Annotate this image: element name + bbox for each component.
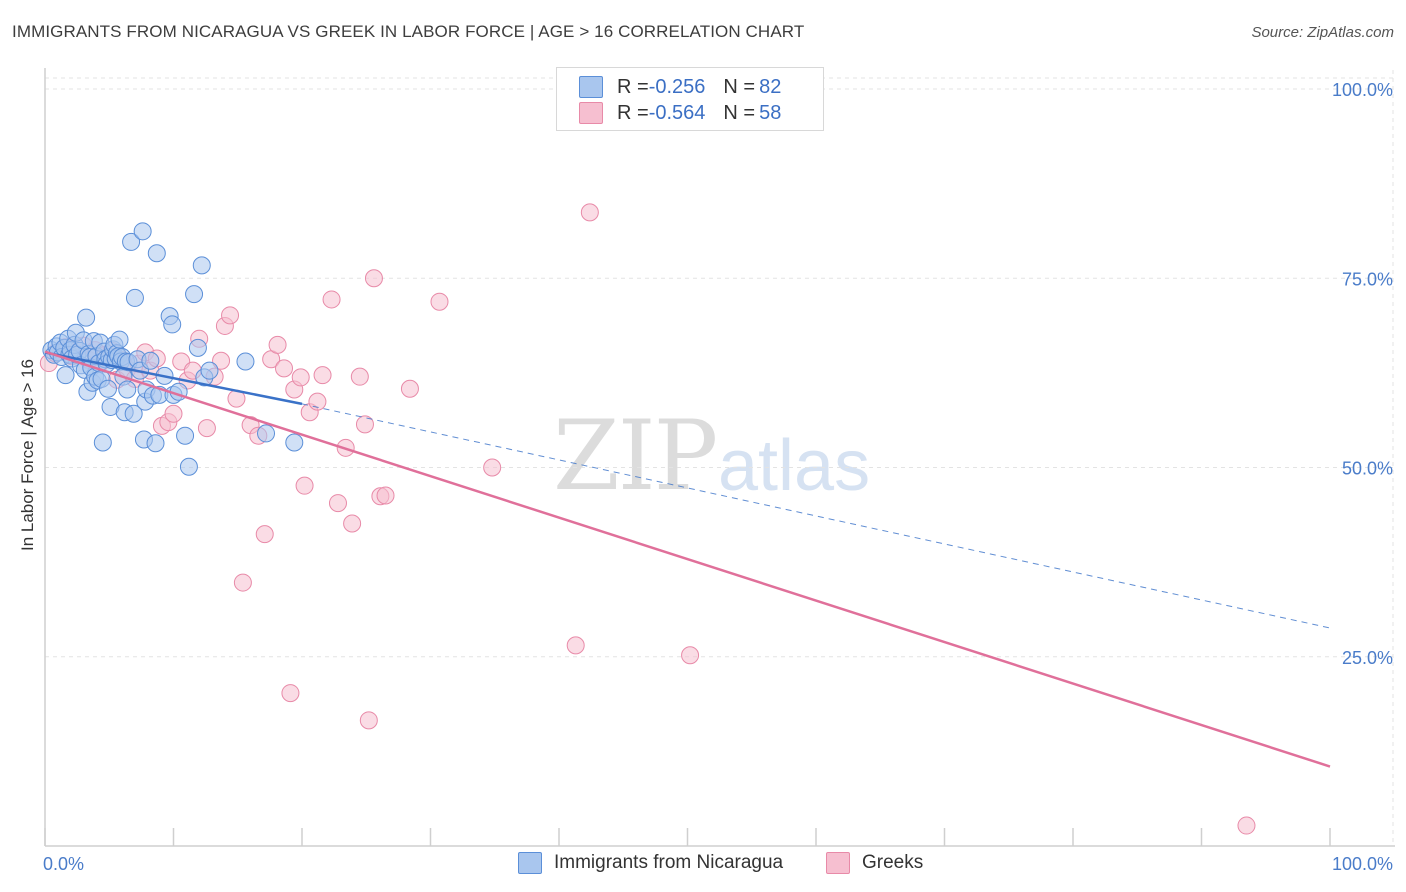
point-nicaragua <box>236 352 255 371</box>
point-nicaragua <box>176 426 195 445</box>
legend-row-greeks: R = -0.564 N = 58 <box>579 101 781 125</box>
point-greeks <box>430 292 449 311</box>
point-greeks <box>681 646 700 665</box>
r-value: -0.564 <box>648 101 706 124</box>
point-greeks <box>233 573 252 592</box>
legend-swatch-blue <box>579 76 603 98</box>
point-nicaragua <box>93 433 112 452</box>
correlation-legend: R = -0.256 N = 82 R = -0.564 N = 58 <box>556 67 824 131</box>
legend-label: Greeks <box>862 852 924 873</box>
point-nicaragua <box>285 433 304 452</box>
point-greeks <box>566 636 585 655</box>
series-legend: Immigrants from Nicaragua Greeks <box>0 852 1406 878</box>
trend-nicaragua <box>44 351 303 406</box>
point-greeks <box>212 351 231 370</box>
point-greeks <box>268 335 287 354</box>
point-nicaragua <box>188 338 207 357</box>
x-tick-label-max: 100.0% <box>1332 854 1393 874</box>
y-tick-label: 100.0% <box>1332 80 1393 100</box>
point-nicaragua <box>56 366 75 385</box>
point-nicaragua <box>163 315 182 334</box>
point-nicaragua <box>141 351 160 370</box>
legend-swatch-pink <box>826 852 850 874</box>
n-label: N = <box>723 101 756 124</box>
watermark-zip: ZIP <box>553 400 718 512</box>
point-nicaragua <box>185 285 204 304</box>
point-greeks <box>197 419 216 438</box>
r-label: R = <box>617 101 649 124</box>
n-value: 58 <box>759 101 782 124</box>
n-value: 82 <box>759 75 782 98</box>
trend-greeks <box>44 350 1331 768</box>
point-greeks <box>221 306 240 325</box>
axes <box>44 68 1395 847</box>
point-greeks <box>400 379 419 398</box>
grid-lines <box>45 70 1395 846</box>
x-tick-label-min: 0.0% <box>43 854 84 874</box>
y-tick-label: 25.0% <box>1342 648 1393 668</box>
y-tick-label: 75.0% <box>1342 269 1393 289</box>
legend-swatch-blue <box>518 852 542 874</box>
point-greeks <box>350 367 369 386</box>
point-nicaragua <box>179 457 198 476</box>
legend-row-nicaragua: R = -0.256 N = 82 <box>579 75 781 99</box>
trend-nicaragua-extension <box>301 403 1331 629</box>
point-greeks <box>255 525 274 544</box>
point-greeks <box>483 458 502 477</box>
point-nicaragua <box>200 361 219 380</box>
point-greeks <box>343 514 362 533</box>
point-greeks <box>328 494 347 513</box>
r-value: -0.256 <box>648 75 706 98</box>
point-greeks <box>164 404 183 423</box>
series-greeks <box>39 203 1256 835</box>
series-nicaragua <box>42 222 304 476</box>
point-nicaragua <box>122 232 141 251</box>
point-nicaragua <box>192 256 211 275</box>
point-greeks <box>355 415 374 434</box>
point-greeks <box>281 684 300 703</box>
point-greeks <box>580 203 599 222</box>
n-label: N = <box>723 75 756 98</box>
watermark-atlas: atlas <box>718 426 871 506</box>
point-nicaragua <box>147 244 166 263</box>
legend-swatch-pink <box>579 102 603 124</box>
point-greeks <box>295 476 314 495</box>
point-nicaragua <box>124 404 143 423</box>
point-nicaragua <box>146 434 165 453</box>
trend-lines <box>44 350 1331 768</box>
y-tick-label: 50.0% <box>1342 459 1393 479</box>
chart-source: Source: ZipAtlas.com <box>1251 24 1394 41</box>
point-greeks <box>313 366 332 385</box>
point-greeks <box>359 711 378 730</box>
point-nicaragua <box>110 330 129 349</box>
legend-item-greeks: Greeks <box>826 852 923 874</box>
legend-label: Immigrants from Nicaragua <box>554 852 784 873</box>
point-nicaragua <box>118 380 137 399</box>
point-greeks <box>376 486 395 505</box>
point-greeks <box>364 269 383 288</box>
point-greeks <box>1237 816 1256 835</box>
point-nicaragua <box>133 222 152 241</box>
point-nicaragua <box>125 288 144 307</box>
point-greeks <box>291 368 310 387</box>
r-label: R = <box>617 75 649 98</box>
legend-item-nicaragua: Immigrants from Nicaragua <box>518 852 783 874</box>
point-nicaragua <box>77 308 96 327</box>
chart-title: IMMIGRANTS FROM NICARAGUA VS GREEK IN LA… <box>12 22 805 41</box>
point-nicaragua <box>257 424 276 443</box>
point-nicaragua <box>98 379 117 398</box>
tick-labels: 25.0% 50.0% 75.0% 100.0% 0.0% 100.0% <box>43 80 1393 874</box>
point-greeks <box>322 290 341 309</box>
point-greeks <box>275 359 294 378</box>
